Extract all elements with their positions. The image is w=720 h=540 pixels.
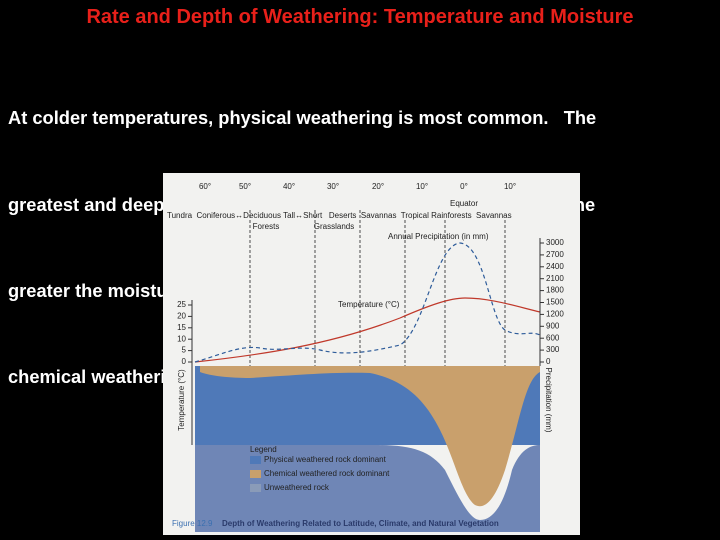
biome-label: Forests <box>253 222 280 231</box>
precipitation-axis-label: Precipitation (mm) <box>544 368 553 433</box>
precipitation-curve-label: Annual Precipitation (in mm) <box>388 232 489 241</box>
chemical-weathering-layer <box>200 366 540 507</box>
legend-label: Unweathered rock <box>264 483 330 492</box>
tick-label: 5 <box>182 346 187 355</box>
legend-label: Physical weathered rock dominant <box>264 455 387 464</box>
latitude-labels: 60° 50° 40° 30° 20° 10° 0° 10° <box>199 182 516 191</box>
tick-label: 2100 <box>546 274 564 283</box>
biome-labels: Tundra Coniferous↔Deciduous Tall↔Short D… <box>167 211 512 220</box>
temperature-axis-label: Temperature (°C) <box>177 369 186 431</box>
slide-title: Rate and Depth of Weathering: Temperatur… <box>86 6 634 28</box>
legend-swatch <box>250 484 261 492</box>
legend-swatch <box>250 456 261 464</box>
unweathered-rock-layer <box>195 445 540 532</box>
tick-label: 300 <box>546 345 560 354</box>
latitude-label: 10° <box>416 182 428 191</box>
latitude-label: 30° <box>327 182 339 191</box>
legend-label: Chemical weathered rock dominant <box>264 469 390 478</box>
biome-dividers <box>249 210 506 366</box>
caption: Depth of Weathering Related to Latitude,… <box>222 519 499 528</box>
body-line: At colder temperatures, physical weather… <box>8 107 597 129</box>
tick-label: 25 <box>177 300 186 309</box>
latitude-label: 50° <box>239 182 251 191</box>
equator-label: Equator <box>450 199 478 208</box>
latitude-label: 20° <box>372 182 384 191</box>
temperature-curve-label: Temperature (°C) <box>338 300 400 309</box>
tick-label: 1800 <box>546 286 564 295</box>
tick-label: 1500 <box>546 298 564 307</box>
caption-number: Figure 12.9 <box>172 519 213 528</box>
latitude-label: 40° <box>283 182 295 191</box>
tick-label: 1200 <box>546 310 564 319</box>
legend-swatch <box>250 470 261 478</box>
legend-title: Legend <box>250 445 277 454</box>
tick-label: 2700 <box>546 250 564 259</box>
tick-label: 900 <box>546 321 560 330</box>
latitude-label: 10° <box>504 182 516 191</box>
biome-label: Grasslands <box>314 222 354 231</box>
latitude-label: 60° <box>199 182 211 191</box>
tick-label: 10 <box>177 334 186 343</box>
tick-label: 0 <box>546 357 551 366</box>
tick-label: 2400 <box>546 262 564 271</box>
tick-label: 15 <box>177 323 186 332</box>
tick-label: 600 <box>546 333 560 342</box>
tick-label: 0 <box>182 357 187 366</box>
tick-label: 3000 <box>546 238 564 247</box>
latitude-label: 0° <box>460 182 468 191</box>
tick-label: 20 <box>177 312 186 321</box>
temperature-curve <box>194 297 541 363</box>
